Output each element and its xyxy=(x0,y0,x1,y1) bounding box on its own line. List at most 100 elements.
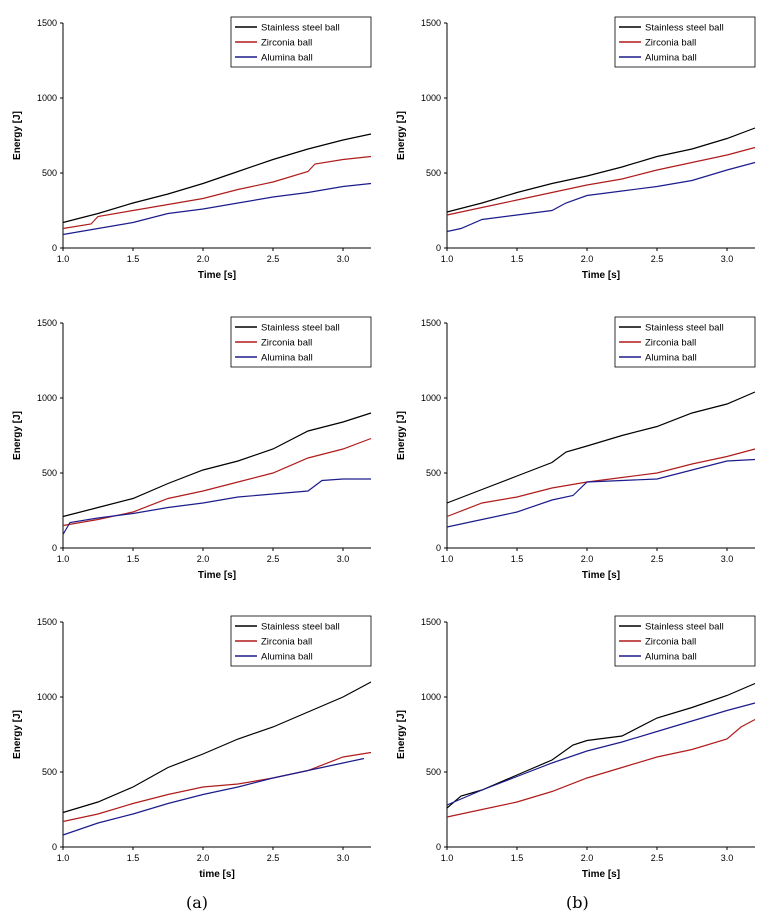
y-axis-label: Energy [J] xyxy=(12,710,23,759)
y-tick-label: 1000 xyxy=(421,93,441,103)
x-tick-label: 3.0 xyxy=(721,254,734,264)
legend-label: Zirconia ball xyxy=(645,338,696,349)
y-axis-label: Energy [J] xyxy=(12,411,23,460)
y-tick-label: 500 xyxy=(42,767,57,777)
legend-label: Stainless steel ball xyxy=(645,23,724,34)
x-axis-label: Time [s] xyxy=(198,270,236,281)
legend: Stainless steel ball Zirconia ball Alumina… xyxy=(614,615,756,667)
legend-label: Stainless steel ball xyxy=(261,323,340,334)
x-tick-label: 2.0 xyxy=(581,254,594,264)
x-tick-label: 3.0 xyxy=(337,853,350,863)
series-stainless-steel-ball xyxy=(446,391,756,504)
legend-label: Stainless steel ball xyxy=(645,622,724,633)
x-tick-label: 1.0 xyxy=(441,254,454,264)
series-alumina-ball xyxy=(446,161,756,233)
chart-grid: 0 500 1000 1500 1.0 1.5 2.0 2.5 3.0 Time [s] Energ… xyxy=(12,16,756,880)
x-tick-label: 1.5 xyxy=(511,853,524,863)
y-tick-label: 500 xyxy=(42,468,57,478)
x-tick-label: 2.5 xyxy=(651,554,664,564)
x-tick-label: 1.0 xyxy=(57,554,70,564)
y-tick-label: 500 xyxy=(426,767,441,777)
x-axis-label: Time [s] xyxy=(582,570,620,581)
x-tick-label: 3.0 xyxy=(337,554,350,564)
x-tick-label: 2.5 xyxy=(267,554,280,564)
legend-label: Alumina ball xyxy=(645,652,697,663)
series-zirconia-ball xyxy=(62,751,372,823)
series-zirconia-ball xyxy=(446,718,756,818)
series-zirconia-ball xyxy=(446,448,756,518)
legend-label: Zirconia ball xyxy=(645,637,696,648)
y-tick-label: 0 xyxy=(436,543,441,553)
legend-label: Alumina ball xyxy=(261,53,313,64)
legend-label: Alumina ball xyxy=(645,353,697,364)
legend: Stainless steel ball Zirconia ball Alumina… xyxy=(614,16,756,68)
legend: Stainless steel ball Zirconia ball Alumina… xyxy=(614,316,756,368)
y-tick-label: 500 xyxy=(426,168,441,178)
chart-6: 0 500 1000 1500 1.0 1.5 2.0 2.5 3.0 Time [s] Energ… xyxy=(396,615,756,880)
x-tick-label: 2.5 xyxy=(267,254,280,264)
series-alumina-ball xyxy=(62,478,371,535)
x-tick-label: 1.5 xyxy=(127,254,140,264)
chart-2: 0 500 1000 1500 1.0 1.5 2.0 2.5 3.0 Time [s] Energ… xyxy=(396,16,756,281)
y-tick-label: 0 xyxy=(52,243,57,253)
x-tick-label: 1.5 xyxy=(127,853,140,863)
y-tick-label: 1500 xyxy=(421,18,441,28)
chart-5: 0 500 1000 1500 1.0 1.5 2.0 2.5 3.0 time [s] Energ… xyxy=(12,615,372,880)
x-tick-label: 2.0 xyxy=(581,554,594,564)
series-alumina-ball xyxy=(446,458,756,528)
x-tick-label: 2.0 xyxy=(581,853,594,863)
y-tick-label: 1000 xyxy=(421,393,441,403)
x-axis-label: Time [s] xyxy=(582,270,620,281)
x-tick-label: 3.0 xyxy=(721,853,734,863)
y-axis-label: Energy [J] xyxy=(396,411,407,460)
chart-3: 0 500 1000 1500 1.0 1.5 2.0 2.5 3.0 Time [s] Energ… xyxy=(12,316,372,581)
series-zirconia-ball xyxy=(62,437,372,527)
series-alumina-ball xyxy=(62,757,365,836)
x-tick-label: 3.0 xyxy=(721,554,734,564)
caption-b: (b) xyxy=(566,893,589,912)
x-tick-label: 2.0 xyxy=(197,254,210,264)
x-tick-label: 2.5 xyxy=(651,254,664,264)
chart-4: 0 500 1000 1500 1.0 1.5 2.0 2.5 3.0 Time [s] Energ… xyxy=(396,316,756,581)
chart-1: 0 500 1000 1500 1.0 1.5 2.0 2.5 3.0 Time [s] Energ… xyxy=(12,16,372,281)
y-axis-label: Energy [J] xyxy=(12,111,23,160)
caption-a: (a) xyxy=(186,893,209,912)
legend-label: Stainless steel ball xyxy=(261,23,340,34)
series-stainless-steel-ball xyxy=(62,133,372,224)
y-tick-label: 500 xyxy=(42,168,57,178)
y-tick-label: 1500 xyxy=(37,18,57,28)
x-tick-label: 1.5 xyxy=(511,554,524,564)
series-alumina-ball xyxy=(62,182,372,236)
y-axis-label: Energy [J] xyxy=(396,710,407,759)
series-stainless-steel-ball xyxy=(62,681,372,814)
x-tick-label: 1.5 xyxy=(511,254,524,264)
legend-label: Zirconia ball xyxy=(261,38,312,49)
y-tick-label: 0 xyxy=(436,243,441,253)
legend: Stainless steel ball Zirconia ball Alumina… xyxy=(230,16,372,68)
y-tick-label: 1000 xyxy=(37,692,57,702)
legend-label: Alumina ball xyxy=(261,353,313,364)
series-stainless-steel-ball xyxy=(446,127,756,213)
x-tick-label: 2.0 xyxy=(197,554,210,564)
x-tick-label: 1.5 xyxy=(127,554,140,564)
x-axis-label: time [s] xyxy=(199,869,235,880)
x-tick-label: 2.5 xyxy=(267,853,280,863)
legend-label: Stainless steel ball xyxy=(261,622,340,633)
y-tick-label: 1000 xyxy=(37,93,57,103)
x-tick-label: 2.0 xyxy=(197,853,210,863)
x-tick-label: 1.0 xyxy=(441,554,454,564)
y-axis-label: Energy [J] xyxy=(396,111,407,160)
series-alumina-ball xyxy=(446,702,756,806)
legend-label: Zirconia ball xyxy=(645,38,696,49)
x-tick-label: 1.0 xyxy=(57,853,70,863)
series-stainless-steel-ball xyxy=(62,412,372,518)
x-tick-label: 3.0 xyxy=(337,254,350,264)
x-axis-label: Time [s] xyxy=(582,869,620,880)
x-axis-label: Time [s] xyxy=(198,570,236,581)
y-tick-label: 0 xyxy=(52,543,57,553)
legend-label: Zirconia ball xyxy=(261,338,312,349)
legend-label: Stainless steel ball xyxy=(645,323,724,334)
y-tick-label: 1000 xyxy=(421,692,441,702)
legend: Stainless steel ball Zirconia ball Alumina… xyxy=(230,316,372,368)
